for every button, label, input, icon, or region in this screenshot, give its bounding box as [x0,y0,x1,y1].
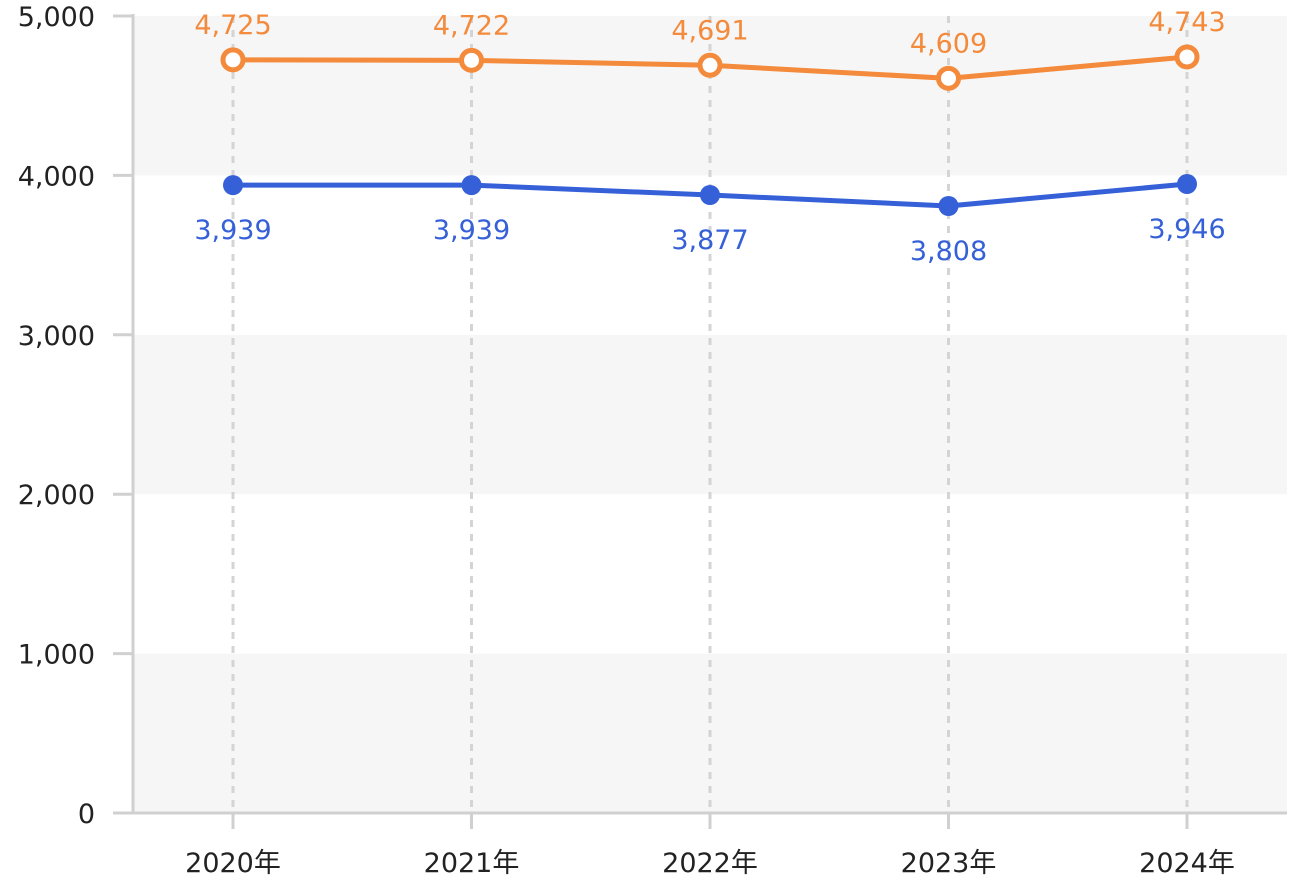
series-1: 4,725 4,722 4,691 4,609 4,743 [194,7,1226,91]
data-label: 3,877 [671,225,748,256]
data-label: 3,946 [1148,214,1225,245]
data-label: 4,743 [1148,7,1225,38]
data-label: 4,725 [194,10,271,41]
x-tick-label: 2023年 [901,848,997,876]
data-point [938,196,959,217]
y-axis-ticks: 0 1,000 2,000 3,000 4,000 5,000 [18,2,133,830]
y-tick-label: 3,000 [18,321,95,352]
grid-band [133,494,1287,654]
x-tick-label: 2022年 [662,848,758,876]
vertical-gridlines [231,16,1189,813]
data-point [1174,44,1200,70]
y-tick-label: 1,000 [18,640,95,671]
y-tick-label: 2,000 [18,480,95,511]
axes [115,14,1287,815]
data-label: 4,609 [910,28,987,59]
data-point [936,65,961,91]
data-point [697,52,723,78]
series-2: 3,939 3,939 3,877 3,808 3,946 [194,174,1226,267]
x-tick-label: 2024年 [1139,848,1235,876]
data-label: 4,691 [671,15,748,46]
data-point [220,47,246,73]
data-point [223,175,243,196]
data-label: 4,722 [433,10,510,41]
x-tick-label: 2021年 [424,848,520,876]
y-tick-label: 5,000 [18,2,95,33]
data-point [459,47,484,73]
x-tick-label: 2020年 [185,848,281,876]
y-tick-label: 0 [78,799,95,830]
series-group: 4,725 4,722 4,691 4,609 4,743 3,939 3,939 3,877… [194,7,1225,267]
data-point [461,175,482,196]
data-point [700,185,720,206]
y-tick-label: 4,000 [18,161,95,192]
x-axis-ticks: 2020年 2021年 2022年 2023年 2024年 [185,813,1235,876]
data-point [1177,174,1197,195]
data-label: 3,939 [433,215,510,246]
data-label: 3,808 [910,236,987,267]
data-label: 3,939 [194,215,271,246]
